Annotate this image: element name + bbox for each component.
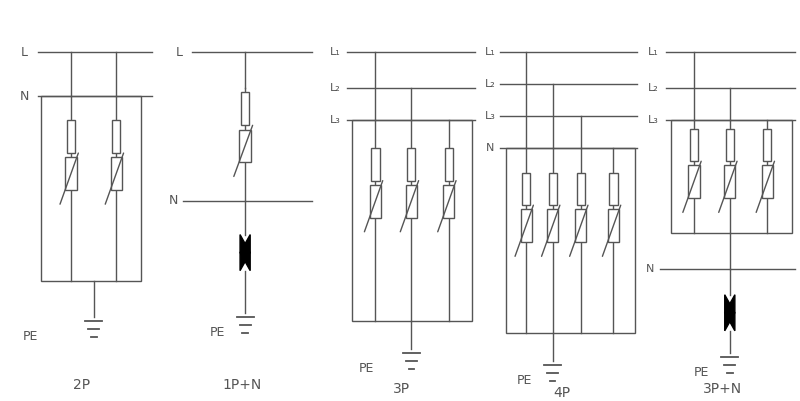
- Bar: [610, 172, 618, 205]
- Text: L₁: L₁: [330, 47, 340, 57]
- Text: N: N: [169, 194, 178, 207]
- Text: L₁: L₁: [648, 47, 658, 57]
- Bar: [407, 148, 415, 181]
- Text: PE: PE: [23, 330, 38, 343]
- Text: PE: PE: [517, 375, 532, 387]
- Bar: [66, 157, 77, 190]
- Text: PE: PE: [358, 363, 374, 375]
- Bar: [575, 209, 586, 242]
- Text: L₁: L₁: [485, 47, 496, 57]
- Bar: [445, 148, 453, 181]
- Bar: [726, 129, 734, 162]
- Bar: [521, 209, 532, 242]
- Text: N: N: [646, 264, 654, 273]
- Text: L₂: L₂: [648, 83, 658, 93]
- Text: 3P+N: 3P+N: [702, 382, 742, 396]
- Bar: [352, 120, 472, 321]
- Polygon shape: [240, 235, 250, 271]
- Text: 1P+N: 1P+N: [222, 378, 262, 392]
- Text: L₂: L₂: [485, 79, 496, 89]
- Text: L₂: L₂: [330, 83, 340, 93]
- Bar: [577, 172, 585, 205]
- Bar: [42, 96, 142, 281]
- Bar: [112, 120, 120, 153]
- Text: N: N: [19, 90, 29, 103]
- Bar: [670, 120, 792, 233]
- Bar: [522, 172, 530, 205]
- Bar: [443, 185, 454, 218]
- Text: PE: PE: [210, 326, 225, 339]
- Text: 2P: 2P: [74, 378, 90, 392]
- Polygon shape: [725, 295, 735, 331]
- Text: L₃: L₃: [648, 115, 658, 125]
- Text: L₃: L₃: [485, 111, 496, 121]
- Text: L: L: [176, 46, 183, 59]
- Bar: [549, 172, 557, 205]
- Bar: [406, 185, 417, 218]
- Text: PE: PE: [694, 367, 710, 379]
- Bar: [67, 120, 75, 153]
- Bar: [110, 157, 122, 190]
- Bar: [608, 209, 619, 242]
- Text: L₃: L₃: [330, 115, 340, 125]
- Bar: [239, 130, 251, 162]
- Text: N: N: [486, 144, 494, 153]
- Bar: [688, 166, 699, 198]
- Text: 4P: 4P: [554, 386, 570, 400]
- Text: 3P: 3P: [394, 382, 410, 396]
- Bar: [762, 166, 773, 198]
- Bar: [506, 148, 635, 333]
- Bar: [547, 209, 558, 242]
- Bar: [370, 185, 381, 218]
- Bar: [241, 92, 250, 125]
- Bar: [724, 166, 735, 198]
- Bar: [371, 148, 379, 181]
- Bar: [763, 129, 771, 162]
- Polygon shape: [725, 295, 735, 331]
- Bar: [690, 129, 698, 162]
- Text: L: L: [21, 46, 28, 59]
- Polygon shape: [240, 235, 250, 271]
